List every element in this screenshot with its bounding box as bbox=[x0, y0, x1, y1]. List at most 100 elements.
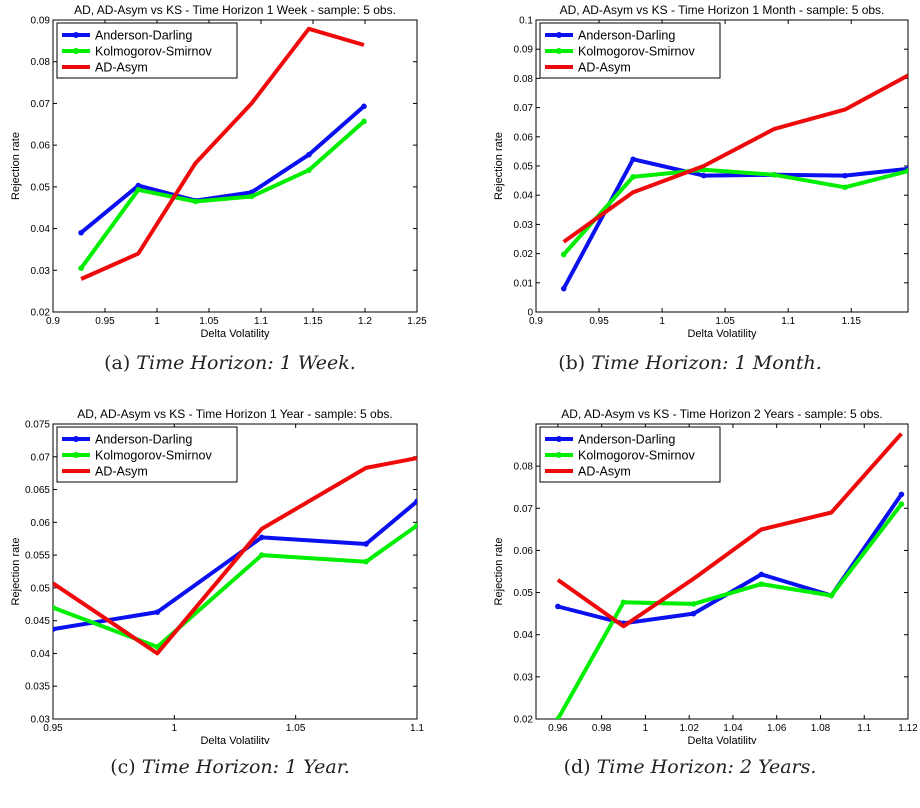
data-point bbox=[361, 118, 367, 125]
series-line-kolmogorov-smirnov bbox=[556, 502, 903, 719]
chart-title: AD, AD-Asym vs KS - Time Horizon 1 Week … bbox=[74, 3, 396, 17]
y-tick-label: 0.06 bbox=[31, 518, 51, 529]
data-point bbox=[248, 193, 255, 200]
y-axis-label: Rejection rate bbox=[10, 132, 22, 200]
x-axis-label: Delta Volatility bbox=[687, 328, 757, 340]
caption-label: (d) bbox=[563, 756, 591, 778]
data-point bbox=[361, 103, 367, 110]
series-line-kolmogorov-smirnov bbox=[79, 119, 366, 270]
legend-label: Kolmogorov-Smirnov bbox=[578, 45, 695, 59]
data-point bbox=[560, 285, 567, 292]
caption-text: Time Horizon: 1 Year. bbox=[141, 756, 350, 778]
chart-title: AD, AD-Asym vs KS - Time Horizon 2 Years… bbox=[561, 407, 882, 421]
data-point bbox=[560, 251, 567, 258]
y-tick-label: 0.04 bbox=[31, 224, 51, 235]
y-tick-label: 0.04 bbox=[31, 649, 51, 660]
data-point bbox=[842, 184, 848, 191]
chart-d: AD, AD-Asym vs KS - Time Horizon 2 Years… bbox=[493, 407, 918, 744]
y-tick-label: 0.04 bbox=[514, 191, 534, 202]
data-point bbox=[135, 186, 142, 193]
y-tick-label: 0.045 bbox=[25, 616, 50, 627]
series-group bbox=[53, 456, 417, 656]
caption-b: (b) Time Horizon: 1 Month. bbox=[460, 352, 920, 374]
x-tick-label: 1.25 bbox=[407, 316, 427, 327]
y-tick-label: 0.065 bbox=[25, 485, 50, 496]
y-tick-label: 0.02 bbox=[31, 308, 51, 319]
x-tick-label: 1.04 bbox=[723, 723, 743, 734]
x-axis-label: Delta Volatility bbox=[200, 328, 270, 340]
chart-panel-d: AD, AD-Asym vs KS - Time Horizon 2 Years… bbox=[460, 404, 920, 808]
y-tick-label: 0.04 bbox=[514, 630, 534, 641]
x-tick-label: 1.1 bbox=[781, 316, 795, 327]
data-point bbox=[154, 644, 161, 650]
chart-panel-b: AD, AD-Asym vs KS - Time Horizon 1 Month… bbox=[460, 0, 920, 404]
y-tick-label: 0.075 bbox=[25, 420, 50, 431]
x-tick-label: 1 bbox=[659, 316, 665, 327]
y-tick-label: 0.06 bbox=[514, 546, 534, 557]
y-tick-label: 0.03 bbox=[31, 715, 51, 726]
caption-c: (c) Time Horizon: 1 Year. bbox=[0, 756, 460, 778]
caption-a: (a) Time Horizon: 1 Week. bbox=[0, 352, 460, 374]
y-tick-label: 0.05 bbox=[514, 588, 534, 599]
y-tick-label: 0.07 bbox=[31, 452, 51, 463]
data-point bbox=[78, 229, 84, 236]
data-point bbox=[363, 541, 369, 547]
y-tick-label: 0.055 bbox=[25, 551, 50, 562]
y-axis-label: Rejection rate bbox=[10, 538, 22, 606]
x-tick-label: 1.2 bbox=[358, 316, 372, 327]
data-point bbox=[630, 174, 636, 180]
y-tick-label: 0.03 bbox=[514, 220, 534, 231]
y-tick-label: 0.03 bbox=[514, 672, 534, 683]
legend-label: Anderson-Darling bbox=[95, 433, 192, 447]
chart-b: AD, AD-Asym vs KS - Time Horizon 1 Month… bbox=[493, 3, 909, 340]
legend-label: AD-Asym bbox=[95, 61, 148, 75]
x-tick-label: 1 bbox=[172, 723, 178, 734]
x-tick-label: 0.96 bbox=[548, 723, 568, 734]
x-tick-label: 0.98 bbox=[592, 723, 612, 734]
legend-label: AD-Asym bbox=[578, 465, 631, 479]
data-point bbox=[630, 156, 636, 163]
y-tick-label: 0.05 bbox=[31, 583, 51, 594]
y-tick-label: 0.03 bbox=[31, 266, 51, 277]
caption-text: Time Horizon: 1 Week. bbox=[136, 352, 356, 374]
caption-label: (a) bbox=[104, 352, 131, 374]
y-tick-label: 0.08 bbox=[514, 74, 534, 85]
y-tick-label: 0.08 bbox=[514, 462, 534, 473]
data-point bbox=[898, 501, 905, 507]
y-tick-label: 0.01 bbox=[514, 278, 534, 289]
data-point bbox=[758, 571, 765, 578]
chart-c: AD, AD-Asym vs KS - Time Horizon 1 Year … bbox=[10, 407, 424, 744]
legend-marker bbox=[556, 452, 562, 458]
x-tick-label: 0.9 bbox=[46, 316, 60, 327]
x-tick-label: 1.05 bbox=[286, 723, 306, 734]
legend-marker bbox=[556, 32, 562, 38]
series-line-kolmogorov-smirnov bbox=[562, 167, 908, 256]
x-tick-label: 1.15 bbox=[842, 316, 862, 327]
y-tick-label: 0.07 bbox=[514, 504, 534, 515]
y-tick-label: 0.1 bbox=[519, 16, 533, 27]
x-tick-label: 0.95 bbox=[95, 316, 115, 327]
x-tick-label: 1 bbox=[154, 316, 160, 327]
y-tick-label: 0.05 bbox=[514, 162, 534, 173]
x-axis-label: Delta Volatility bbox=[687, 735, 757, 744]
data-point bbox=[78, 265, 84, 272]
x-tick-label: 1.06 bbox=[767, 723, 787, 734]
series-group bbox=[555, 432, 905, 719]
data-point bbox=[758, 581, 765, 587]
chart-panel-c: AD, AD-Asym vs KS - Time Horizon 1 Year … bbox=[0, 404, 460, 808]
x-tick-label: 1.1 bbox=[857, 723, 871, 734]
y-tick-label: 0.07 bbox=[514, 103, 534, 114]
caption-d: (d) Time Horizon: 2 Years. bbox=[460, 756, 920, 778]
x-tick-label: 1.02 bbox=[679, 723, 699, 734]
y-tick-label: 0.05 bbox=[31, 182, 51, 193]
legend-label: Kolmogorov-Smirnov bbox=[578, 449, 695, 463]
legend-label: AD-Asym bbox=[95, 465, 148, 479]
series-line-ad-asym bbox=[556, 432, 903, 629]
data-point bbox=[53, 604, 56, 611]
legend-marker bbox=[556, 436, 562, 442]
legend-marker bbox=[73, 48, 79, 54]
x-tick-label: 1.15 bbox=[303, 316, 323, 327]
data-point bbox=[154, 609, 161, 615]
x-tick-label: 1.08 bbox=[811, 723, 831, 734]
y-tick-label: 0 bbox=[527, 308, 533, 319]
